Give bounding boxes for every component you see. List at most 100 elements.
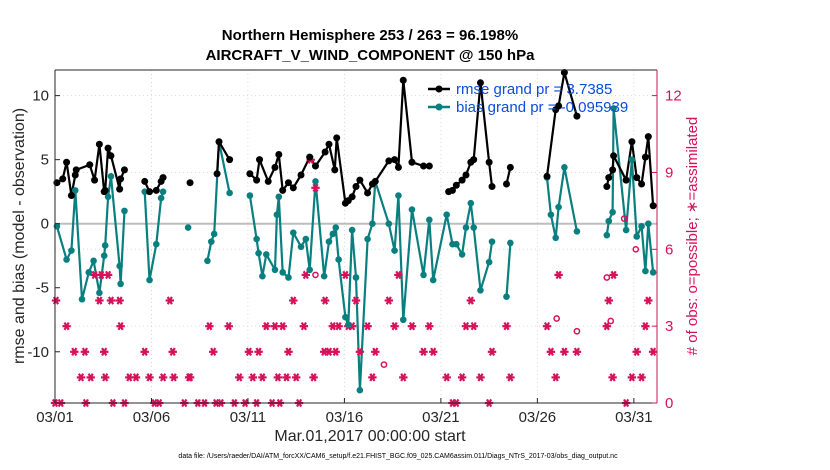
y2-tick-label-2: 6 [665,241,673,258]
bias-point-29 [259,272,266,280]
obs-assimilated-marker-41 [235,373,244,382]
obs-assimilated-marker-68 [331,347,340,356]
rmse-point-73 [603,183,611,191]
bias-point-86 [633,233,641,240]
obs-assimilated-marker-14 [103,270,113,280]
bias-point-58 [408,206,416,213]
legend-label-bias: bias grand pr = -0.095939 [456,99,628,116]
bias-point-26 [246,192,254,199]
obs-assimilated-marker-7 [86,373,95,382]
obs-assimilated-marker-82 [407,321,417,331]
bias-point-67 [467,199,475,207]
rmse-point-49 [385,157,393,165]
bias-point-34 [279,269,286,276]
bias-point-43 [329,230,337,238]
rmse-point-37 [321,148,329,156]
bias-point-51 [364,235,371,243]
legend-label-rmse: rmse grand pr = 3.7385 [456,81,612,98]
rmse-point-8 [95,140,103,148]
bias-point-54 [385,220,393,227]
rmse-point-40 [333,134,341,142]
obs-assimilated-marker-76 [368,373,377,382]
bias-point-83 [610,105,617,112]
bias-point-48 [348,226,356,234]
obs-assimilated-marker-56 [289,296,298,305]
bias-point-35 [285,274,292,281]
rmse-point-34 [297,171,305,179]
rmse-point-21 [186,179,194,187]
rmse-point-66 [503,180,510,188]
obs-assimilated-marker-102 [560,347,569,356]
obs-assimilated-marker-35 [205,321,214,331]
rmse-point-55 [425,162,433,170]
obs-assimilated-marker-48 [262,321,271,331]
obs-assimilated-marker-83 [419,347,428,356]
obs-assimilated-marker-109 [627,373,637,382]
rmse-point-74 [605,174,613,182]
rmse-point-31 [279,186,287,194]
obs-assimilated-marker-105 [604,296,613,305]
obs-assimilated-marker-112 [641,321,650,331]
bias-point-22 [207,238,215,245]
rmse-point-15 [120,166,128,174]
bias-point-59 [420,271,427,279]
obs-assimilated-marker-46 [254,347,263,356]
rmse-point-33 [289,184,297,192]
bias-point-73 [507,239,514,247]
rmse-point-80 [638,180,646,188]
rmse-point-59 [458,176,466,184]
rmse-point-64 [485,158,493,166]
obs-assimilated-marker-17 [115,296,124,305]
obs-assimilated-marker-53 [278,321,287,331]
rmse-point-71 [560,69,568,77]
obs-assimilated-marker-89 [457,373,467,382]
bias-point-16 [146,276,153,284]
bias-point-75 [547,211,555,219]
obs-assimilated-marker-54 [282,373,291,382]
rmse-point-51 [394,163,402,171]
x-tick-label-0: 03/01 [36,409,74,426]
bias-point-64 [453,240,460,248]
obs-assimilated-marker-91 [466,296,475,305]
rmse-point-10 [101,186,109,194]
bias-line-segment-6 [545,166,578,239]
bias-point-38 [302,235,310,243]
obs-assimilated-marker-6 [80,347,90,356]
y2-tick-label-1: 3 [665,318,673,335]
obs-assimilated-marker-97 [506,373,515,382]
obs-assimilated-marker-13 [101,373,110,382]
obs-assimilated-marker-70 [341,270,350,280]
bias-point-2 [68,247,75,254]
obs-assimilated-marker-28 [168,347,177,356]
bias-point-78 [561,164,568,171]
bias-point-72 [503,293,510,300]
y2-tick-label-0: 0 [665,395,673,412]
bias-point-87 [638,222,645,230]
x-tick-label-3: 03/16 [326,409,364,426]
obs-assimilated-marker-29 [169,373,178,382]
rmse-point-38 [325,140,333,148]
obs-assimilated-marker-59 [299,321,309,331]
bias-point-11 [107,173,115,180]
bias-point-57 [399,316,407,324]
obs-assimilated-marker-63 [311,183,320,193]
obs-possible-marker-5 [607,317,615,325]
rmse-point-52 [399,76,407,84]
bias-point-40 [312,178,319,185]
obs-assimilated-marker-22 [140,347,149,356]
obs-assimilated-marker-43 [244,347,254,356]
obs-assimilated-marker-74 [355,347,365,356]
rmse-point-27 [256,156,264,164]
bias-point-6 [90,257,97,265]
x-axis-label: Mar.01,2017 00:00:00 start [274,428,466,445]
bias-point-47 [344,321,352,329]
y-axis-label: rmse and bias (model - observation) [11,108,28,364]
obs-assimilated-marker-23 [145,373,154,382]
chart-subtitle: AIRCRAFT_V_WIND_COMPONENT @ 150 hPa [206,47,536,64]
y2-axis-label: # of obs: o=possible; ∗=assimilated [684,117,701,356]
bias-point-60 [426,216,433,224]
bias-point-18 [157,194,165,202]
rmse-point-24 [226,156,234,164]
obs-assimilated-marker-47 [258,373,267,382]
